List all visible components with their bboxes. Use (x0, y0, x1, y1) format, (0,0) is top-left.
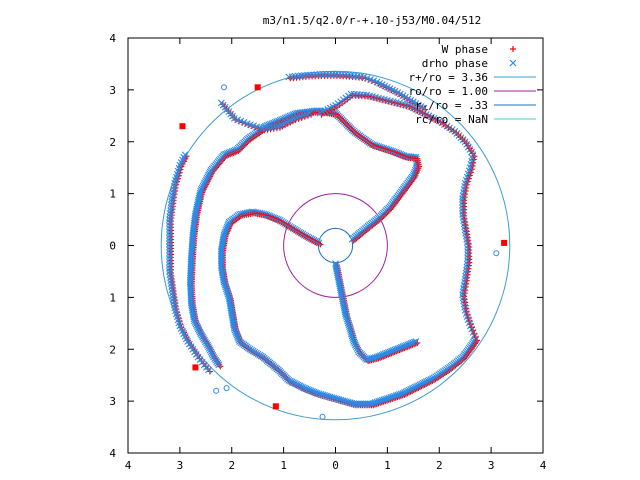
reference-circle (160, 70, 511, 421)
y-tick-label: 3 (109, 395, 116, 408)
x-tick-label: 4 (125, 459, 132, 472)
drho-phase-point (200, 181, 208, 189)
drho-phase-point (166, 246, 173, 254)
legend-label: r+/ro = 3.36 (409, 71, 488, 84)
drho-phase-point (306, 109, 313, 117)
drho-phase-point (207, 166, 215, 174)
drho-phase-point (215, 361, 223, 369)
drho-phase-point (202, 178, 209, 185)
y-tick-label: 0 (109, 240, 116, 253)
drho-phase-point (429, 375, 436, 382)
drho-phase-point (166, 243, 173, 251)
drho-phase-point (205, 171, 212, 179)
legend-label: rc/ro = NaN (415, 113, 488, 126)
w-phase-point (501, 239, 508, 246)
drho-phase-point (166, 252, 173, 260)
drho-phase-point (206, 170, 213, 177)
drho-phase-point (198, 184, 206, 192)
x-tick-label: 4 (540, 459, 547, 472)
legend-marker-cross (509, 59, 517, 67)
drho-phase-point (316, 109, 324, 117)
y-tick-label: 1 (109, 188, 116, 201)
legend-label: W phase (442, 43, 488, 56)
reference-circle (317, 227, 354, 264)
drho-phase-point (205, 366, 212, 374)
drho-phase-point (204, 173, 212, 181)
drho-phase-point (412, 338, 420, 345)
w-phase-point (254, 84, 261, 91)
drho-phase-point (319, 413, 326, 420)
y-tick-label: 2 (109, 136, 116, 149)
drho-phase-point (199, 182, 207, 190)
drho-phase-point (203, 174, 211, 182)
y-tick-label: 1 (109, 291, 116, 304)
drho-phase-point (201, 179, 209, 187)
legend-label: drho phase (422, 57, 488, 70)
legend-marker-plus (510, 46, 516, 52)
drho-phase-point (166, 240, 173, 248)
x-tick-label: 3 (488, 459, 495, 472)
w-phase-point (179, 123, 186, 130)
reference-circle (283, 193, 388, 298)
legend-label: ro/ro = 1.00 (409, 85, 488, 98)
y-tick-label: 4 (109, 447, 116, 460)
y-tick-label: 4 (109, 32, 116, 45)
drho-phase-point (202, 176, 210, 184)
chart-title: m3/n1.5/q2.0/r-+.10-j53/M0.04/512 (263, 14, 482, 27)
w-phase-point (192, 364, 199, 371)
x-tick-label: 1 (384, 459, 391, 472)
x-tick-label: 3 (177, 459, 184, 472)
x-tick-label: 2 (228, 459, 235, 472)
drho-phase-point (206, 168, 214, 176)
drho-phase-point (410, 338, 418, 346)
drho-phase-point (166, 249, 173, 257)
drho-phase-point (223, 385, 230, 392)
phase-points (166, 70, 508, 420)
reference-circles (160, 70, 511, 421)
w-phase-point (272, 403, 279, 410)
drho-phase-point (493, 250, 500, 257)
legend-label: r-/ro = .33 (415, 99, 488, 112)
drho-phase-point (420, 104, 428, 112)
drho-phase-point (220, 84, 227, 91)
x-tick-label: 2 (436, 459, 443, 472)
x-tick-label: 0 (332, 459, 339, 472)
y-tick-label: 2 (109, 343, 116, 356)
x-tick-label: 1 (280, 459, 287, 472)
drho-phase-point (213, 387, 220, 394)
drho-phase-point (166, 234, 173, 242)
y-tick-label: 3 (109, 84, 116, 97)
drho-phase-point (166, 237, 173, 245)
